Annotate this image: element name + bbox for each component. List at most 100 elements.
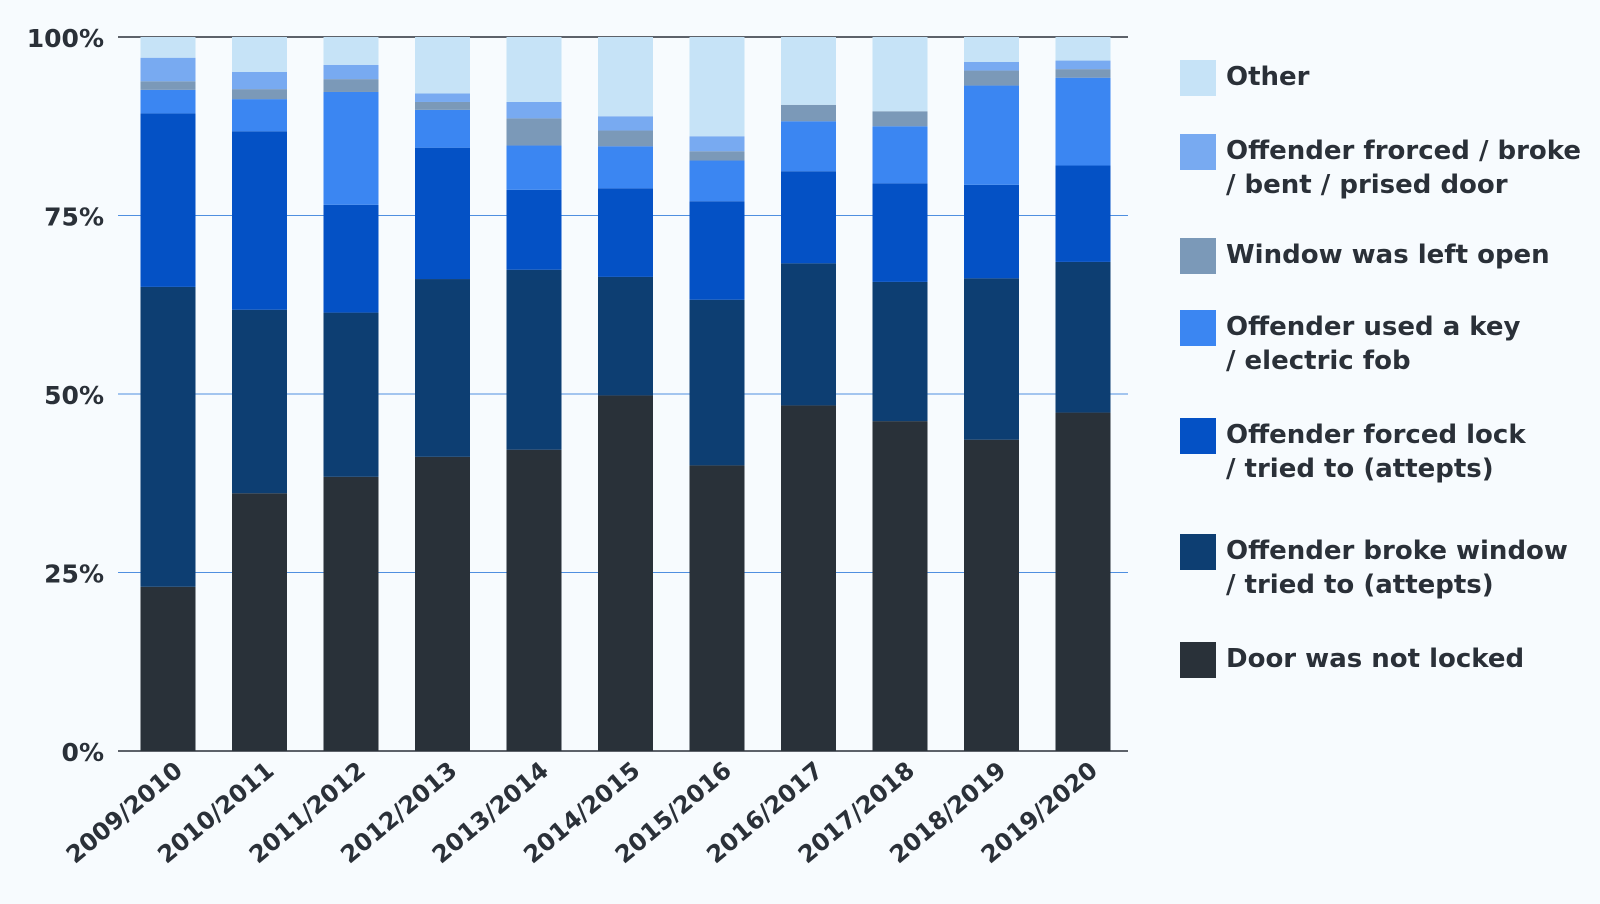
bar-segment bbox=[323, 204, 379, 313]
bar-segment bbox=[964, 70, 1019, 86]
bar-segment bbox=[140, 81, 196, 90]
y-tick-label: 25% bbox=[44, 560, 104, 589]
bar-segment bbox=[598, 146, 653, 189]
bar-segment bbox=[964, 278, 1019, 440]
bar-segment bbox=[1055, 261, 1111, 413]
bar-segment bbox=[964, 61, 1019, 71]
bar-segment bbox=[140, 37, 196, 58]
bar-segment bbox=[415, 279, 470, 457]
bar-segment bbox=[872, 183, 928, 282]
bar-segment bbox=[964, 37, 1019, 62]
bar-segment bbox=[415, 109, 470, 148]
bar-segment bbox=[598, 116, 653, 131]
bar-segment bbox=[323, 64, 379, 80]
bar-segment bbox=[598, 276, 653, 396]
y-tick-label: 100% bbox=[27, 24, 104, 53]
bar-segment bbox=[1055, 77, 1111, 166]
bar-segment bbox=[323, 91, 379, 205]
bar-segment bbox=[506, 37, 562, 102]
bar-segment bbox=[781, 121, 836, 172]
bar-segment bbox=[232, 37, 287, 72]
bar-segment bbox=[506, 189, 562, 270]
bar-segment bbox=[689, 136, 745, 152]
bar-segment bbox=[689, 160, 745, 202]
bar-segment bbox=[598, 37, 653, 117]
legend-swatch bbox=[1180, 642, 1216, 678]
bar-segment bbox=[232, 71, 287, 90]
y-tick-label: 0% bbox=[62, 738, 104, 767]
bar-segment bbox=[689, 465, 745, 751]
bar-segment bbox=[415, 101, 470, 110]
legend-item: Offender used a key / electric fob bbox=[1180, 310, 1586, 378]
bar-segment bbox=[872, 37, 928, 112]
bar-segment bbox=[781, 171, 836, 264]
bar-segment bbox=[140, 57, 196, 82]
bar-segment bbox=[232, 493, 287, 751]
legend-label: Offender used a key / electric fob bbox=[1226, 312, 1521, 376]
bar-segment bbox=[506, 269, 562, 450]
bar-segment bbox=[140, 89, 196, 114]
bar-segment bbox=[689, 37, 745, 137]
legend-label: Door was not locked bbox=[1226, 644, 1525, 674]
bar-segment bbox=[323, 79, 379, 92]
bar-segment bbox=[140, 286, 196, 587]
bar-segment bbox=[781, 37, 836, 105]
bar-segment bbox=[323, 37, 379, 65]
bar-segment bbox=[232, 99, 287, 132]
bar-segment bbox=[323, 476, 379, 751]
legend-item: Door was not locked bbox=[1180, 642, 1586, 678]
legend-item: Window was left open bbox=[1180, 238, 1586, 274]
legend-label: Other bbox=[1226, 62, 1310, 92]
bar-segment bbox=[1055, 69, 1111, 78]
bar-segment bbox=[506, 101, 562, 119]
bar-segment bbox=[140, 113, 196, 287]
legend-swatch bbox=[1180, 310, 1216, 346]
bar-segment bbox=[232, 89, 287, 100]
bar-segment bbox=[415, 37, 470, 94]
bar-segment bbox=[964, 439, 1019, 751]
bar-segment bbox=[781, 405, 836, 751]
bar-segment bbox=[872, 111, 928, 127]
bar-segment bbox=[689, 151, 745, 161]
legend-swatch bbox=[1180, 418, 1216, 454]
y-tick-label: 50% bbox=[44, 381, 104, 410]
bar-segment bbox=[506, 449, 562, 751]
bar-segment bbox=[872, 126, 928, 184]
bar-segment bbox=[506, 145, 562, 190]
legend-item: Offender broke window / tried to (attept… bbox=[1180, 534, 1586, 602]
bar-segment bbox=[598, 188, 653, 277]
legend-label: Window was left open bbox=[1226, 240, 1550, 270]
bar-segment bbox=[964, 184, 1019, 279]
bar-segment bbox=[964, 85, 1019, 185]
bar-segment bbox=[415, 147, 470, 280]
bar-segment bbox=[1055, 60, 1111, 70]
bar-segment bbox=[506, 118, 562, 146]
legend-swatch bbox=[1180, 238, 1216, 274]
bar-segment bbox=[1055, 37, 1111, 61]
bar-segment bbox=[232, 131, 287, 310]
bar-segment bbox=[1055, 412, 1111, 751]
legend-item: Offender forced lock / tried to (attepts… bbox=[1180, 418, 1586, 486]
legend-item: Offender frorced / broke / bent / prised… bbox=[1180, 134, 1586, 202]
bar-segment bbox=[323, 312, 379, 477]
legend-label: Offender forced lock / tried to (attepts… bbox=[1226, 420, 1526, 484]
legend-swatch bbox=[1180, 134, 1216, 170]
bar-segment bbox=[781, 263, 836, 406]
bar-segment bbox=[872, 421, 928, 751]
legend-label: Offender broke window / tried to (attept… bbox=[1226, 536, 1568, 600]
bar-segment bbox=[689, 201, 745, 300]
bar-segment bbox=[1055, 165, 1111, 262]
legend-item: Other bbox=[1180, 60, 1586, 96]
legend-swatch bbox=[1180, 534, 1216, 570]
bar-segment bbox=[140, 586, 196, 751]
bar-segment bbox=[689, 299, 745, 466]
bar-segment bbox=[232, 309, 287, 494]
y-tick-label: 75% bbox=[44, 203, 104, 232]
bar-segment bbox=[598, 395, 653, 751]
bar-segment bbox=[781, 104, 836, 122]
bar-segment bbox=[872, 281, 928, 422]
bar-segment bbox=[415, 456, 470, 751]
bar-segment bbox=[415, 93, 470, 102]
